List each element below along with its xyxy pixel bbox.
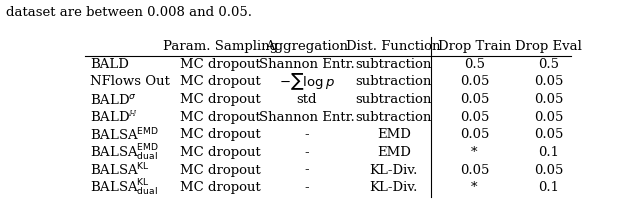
Text: dataset are between 0.008 and 0.05.: dataset are between 0.008 and 0.05. — [6, 6, 252, 19]
Text: Dist. Function: Dist. Function — [346, 40, 441, 53]
Text: $-\sum \log p$: $-\sum \log p$ — [279, 72, 335, 92]
Text: EMD: EMD — [377, 146, 411, 159]
Text: EMD: EMD — [377, 128, 411, 141]
Text: MC dropout: MC dropout — [180, 181, 260, 194]
Text: BALSA$^{\mathrm{KL}}_{\mathrm{dual}}$: BALSA$^{\mathrm{KL}}_{\mathrm{dual}}$ — [90, 177, 158, 198]
Text: MC dropout: MC dropout — [180, 58, 260, 71]
Text: Drop Train: Drop Train — [438, 40, 511, 53]
Text: BALSA$^{\mathrm{KL}}$: BALSA$^{\mathrm{KL}}$ — [90, 162, 150, 178]
Text: 0.05: 0.05 — [460, 128, 489, 141]
Text: 0.05: 0.05 — [460, 75, 489, 88]
Text: 0.5: 0.5 — [464, 58, 485, 71]
Text: -: - — [305, 128, 309, 141]
Text: Shannon Entr.: Shannon Entr. — [259, 111, 355, 124]
Text: -: - — [305, 146, 309, 159]
Text: 0.05: 0.05 — [460, 93, 489, 106]
Text: 0.05: 0.05 — [534, 75, 563, 88]
Text: -: - — [305, 181, 309, 194]
Text: subtraction: subtraction — [356, 58, 432, 71]
Text: 0.05: 0.05 — [534, 93, 563, 106]
Text: 0.05: 0.05 — [534, 164, 563, 177]
Text: 0.05: 0.05 — [460, 111, 489, 124]
Text: MC dropout: MC dropout — [180, 93, 260, 106]
Text: Drop Eval: Drop Eval — [515, 40, 582, 53]
Text: MC dropout: MC dropout — [180, 111, 260, 124]
Text: 0.1: 0.1 — [538, 146, 559, 159]
Text: subtraction: subtraction — [356, 111, 432, 124]
Text: KL-Div.: KL-Div. — [369, 181, 418, 194]
Text: Param. Sampling: Param. Sampling — [163, 40, 278, 53]
Text: Shannon Entr.: Shannon Entr. — [259, 58, 355, 71]
Text: KL-Div.: KL-Div. — [369, 164, 418, 177]
Text: BALD$^{\sigma}$: BALD$^{\sigma}$ — [90, 93, 137, 107]
Text: MC dropout: MC dropout — [180, 75, 260, 88]
Text: subtraction: subtraction — [356, 75, 432, 88]
Text: MC dropout: MC dropout — [180, 164, 260, 177]
Text: Aggregation: Aggregation — [266, 40, 348, 53]
Text: MC dropout: MC dropout — [180, 128, 260, 141]
Text: *: * — [471, 181, 477, 194]
Text: subtraction: subtraction — [356, 93, 432, 106]
Text: NFlows Out: NFlows Out — [90, 75, 170, 88]
Text: BALD$^{\mathbb{H}}$: BALD$^{\mathbb{H}}$ — [90, 110, 138, 125]
Text: -: - — [305, 164, 309, 177]
Text: 0.05: 0.05 — [534, 111, 563, 124]
Text: BALD: BALD — [90, 58, 129, 71]
Text: std: std — [297, 93, 317, 106]
Text: 0.05: 0.05 — [534, 128, 563, 141]
Text: MC dropout: MC dropout — [180, 146, 260, 159]
Text: 0.5: 0.5 — [538, 58, 559, 71]
Text: BALSA$^{\mathrm{EMD}}_{\mathrm{dual}}$: BALSA$^{\mathrm{EMD}}_{\mathrm{dual}}$ — [90, 142, 159, 163]
Text: *: * — [471, 146, 477, 159]
Text: BALSA$^{\mathrm{EMD}}$: BALSA$^{\mathrm{EMD}}$ — [90, 127, 159, 143]
Text: 0.05: 0.05 — [460, 164, 489, 177]
Text: 0.1: 0.1 — [538, 181, 559, 194]
